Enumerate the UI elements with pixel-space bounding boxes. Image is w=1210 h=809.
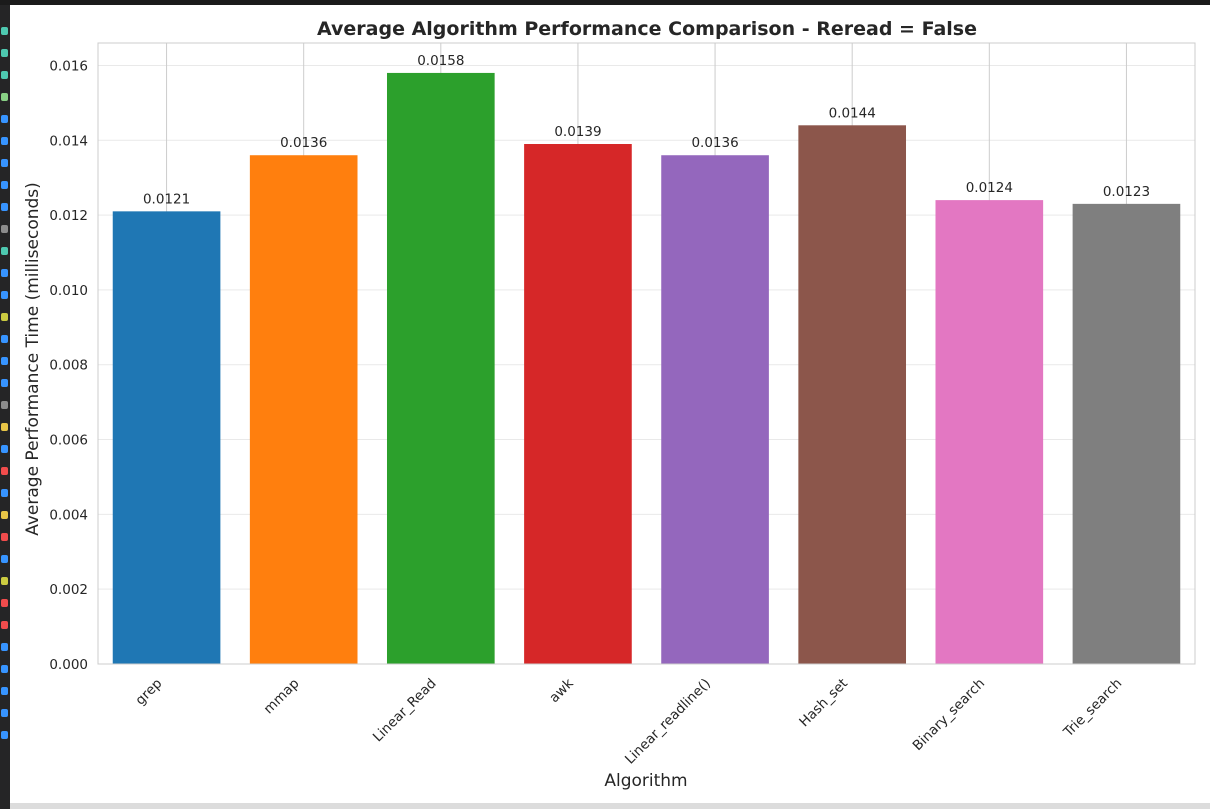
- python-icon: [1, 423, 8, 431]
- file-explorer-sidebar: [0, 5, 10, 809]
- file-icon: [1, 27, 8, 35]
- file-icon: [1, 687, 8, 695]
- x-tick-label: Binary_search: [910, 676, 988, 754]
- bar-awk: [524, 144, 632, 664]
- config-icon: [1, 577, 8, 585]
- y-axis-label: Average Performance Time (milliseconds): [23, 182, 43, 536]
- file-icon: [1, 71, 8, 79]
- x-tick-label: Hash_set: [796, 676, 851, 731]
- file-icon: [1, 709, 8, 717]
- x-tick-label: Linear_readline(): [622, 676, 714, 768]
- bar-value-label: 0.0124: [966, 180, 1013, 196]
- horizontal-scrollbar[interactable]: [10, 803, 1210, 809]
- window-icon: [1, 621, 8, 629]
- folder-icon: [1, 269, 8, 277]
- python-icon: [1, 137, 8, 145]
- json-icon: [1, 313, 8, 321]
- python-icon: [1, 357, 8, 365]
- y-tick-label: 0.008: [49, 358, 88, 374]
- lock-icon: [1, 467, 8, 475]
- python-icon: [1, 159, 8, 167]
- lock-icon: [1, 533, 8, 541]
- python-icon: [1, 379, 8, 387]
- bar-value-label: 0.0144: [829, 105, 876, 121]
- info-icon: [1, 489, 8, 497]
- bar-linear-read: [386, 72, 495, 664]
- y-tick-label: 0.000: [49, 657, 88, 673]
- python-icon: [1, 291, 8, 299]
- bar-value-label: 0.0139: [554, 124, 601, 140]
- y-tick-label: 0.010: [49, 283, 88, 299]
- lock-icon: [1, 599, 8, 607]
- gear-icon: [1, 445, 8, 453]
- bar-value-label: 0.0136: [280, 135, 327, 151]
- bars-layer: [112, 72, 1181, 664]
- bar-mmap: [249, 155, 358, 664]
- bar-value-label: 0.0158: [417, 53, 464, 69]
- chart-figure: Average Algorithm Performance Comparison…: [10, 5, 1210, 803]
- bar-linear-readline: [661, 155, 769, 664]
- text-file-icon: [1, 225, 8, 233]
- arrow-icon: [1, 93, 8, 101]
- bar-trie-search: [1072, 203, 1181, 664]
- text-file-icon: [1, 401, 8, 409]
- file-icon: [1, 643, 8, 651]
- python-icon: [1, 203, 8, 211]
- bar-hash-set: [798, 125, 907, 664]
- plot-frame: [97, 42, 1196, 665]
- file-icon: [1, 665, 8, 673]
- bar-value-label: 0.0123: [1103, 184, 1150, 200]
- y-tick-label: 0.012: [49, 208, 88, 224]
- bar-value-label: 0.0121: [143, 191, 190, 207]
- x-tick-label: mmap: [261, 676, 303, 718]
- python-icon: [1, 335, 8, 343]
- x-tick-label: Trie_search: [1060, 676, 1125, 741]
- x-tick-label: awk: [546, 675, 577, 706]
- bar-chart: Average Algorithm Performance Comparison…: [23, 18, 1196, 791]
- y-tick-label: 0.006: [49, 433, 88, 449]
- file-icon: [1, 731, 8, 739]
- x-axis-ticks: grep mmap Linear_Read awk Linear_readline() H…: [132, 675, 1125, 767]
- folder-icon: [1, 115, 8, 123]
- file-icon: [1, 247, 8, 255]
- bar-grep: [112, 211, 221, 664]
- bar-binary-search: [935, 200, 1044, 664]
- file-icon: [1, 49, 8, 57]
- data-labels-layer: 0.0121 0.0136 0.0158 0.0139 0.0136 0.0144 0.01…: [143, 53, 1150, 207]
- gear-icon: [1, 555, 8, 563]
- y-axis-ticks: 0.000 0.002 0.004 0.006 0.008 0.010 0.012 0.014…: [49, 58, 88, 673]
- y-tick-label: 0.014: [49, 133, 88, 149]
- y-tick-label: 0.004: [49, 507, 88, 523]
- python-icon: [1, 511, 8, 519]
- x-tick-label: grep: [132, 676, 165, 709]
- python-icon: [1, 181, 8, 189]
- y-tick-label: 0.002: [49, 582, 88, 598]
- x-axis-label: Algorithm: [604, 771, 687, 791]
- bar-value-label: 0.0136: [691, 135, 738, 151]
- y-tick-label: 0.016: [49, 58, 88, 74]
- window-top-bar: [0, 0, 1210, 5]
- chart-title: Average Algorithm Performance Comparison…: [317, 18, 977, 40]
- x-tick-label: Linear_Read: [370, 676, 440, 746]
